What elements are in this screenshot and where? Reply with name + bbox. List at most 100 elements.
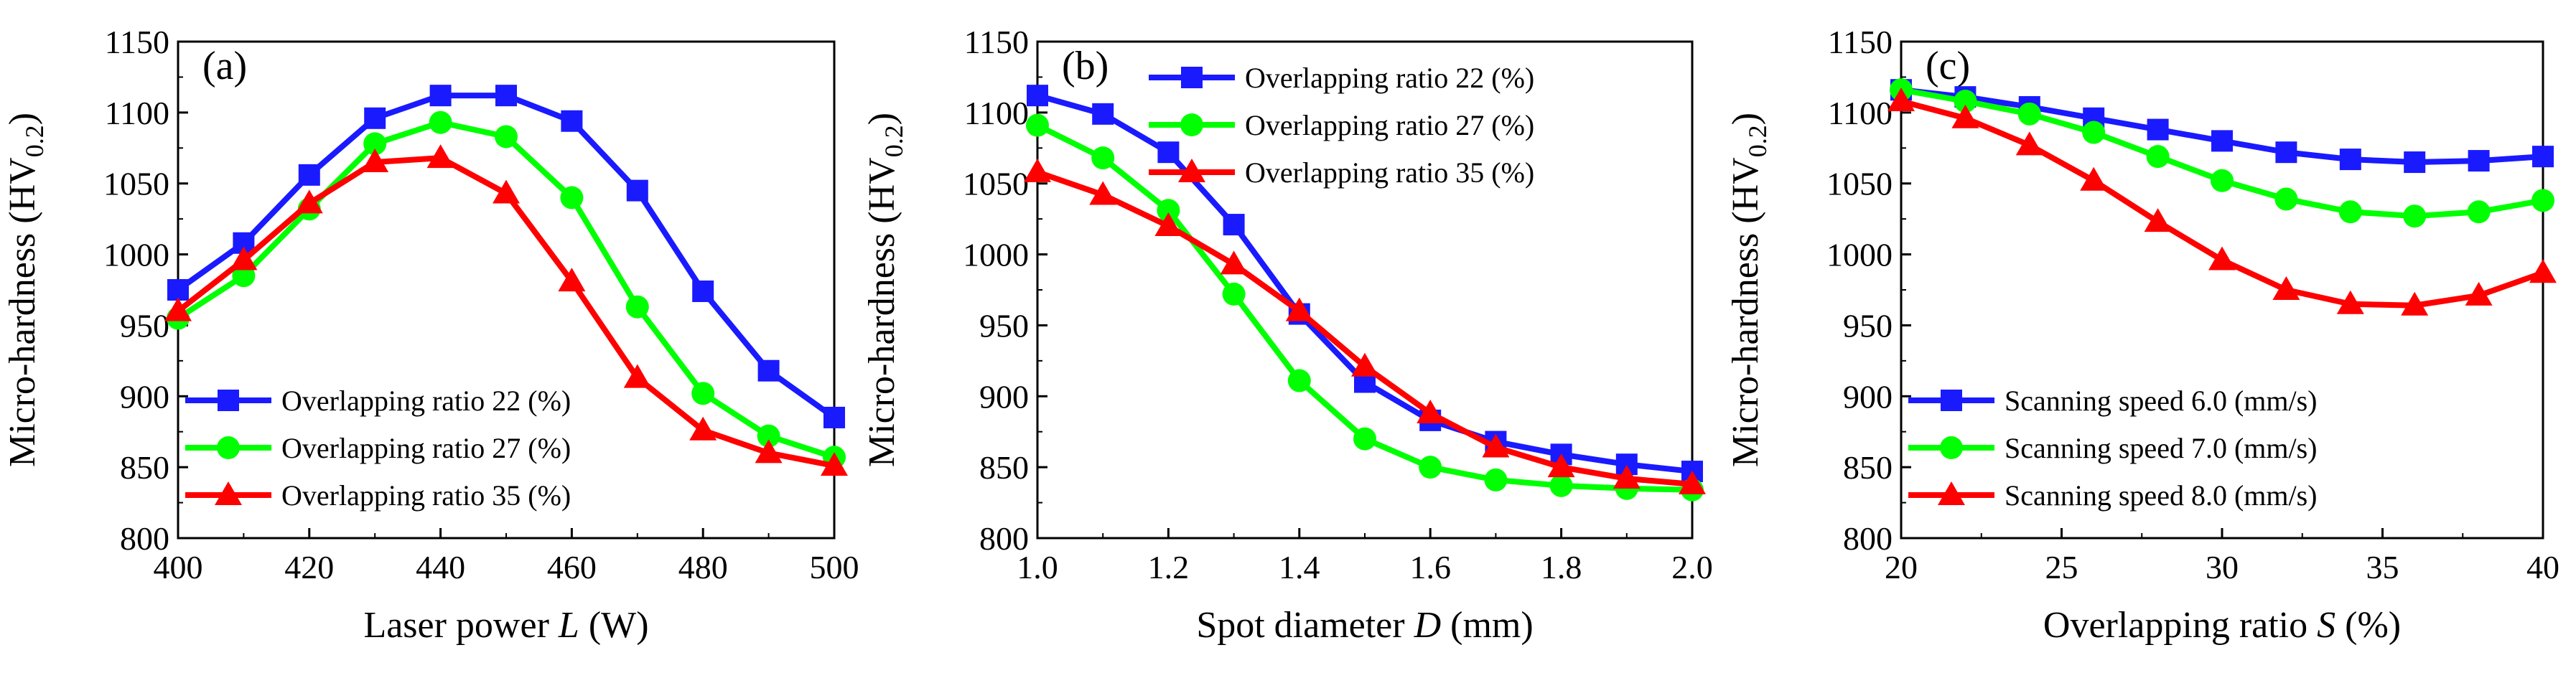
x-tick-label: 1.4 [1279,549,1320,585]
y-axis-title-text: Micro-hardness (HV [1725,157,1766,467]
legend-marker [1178,159,1205,182]
data-point [1887,88,1915,112]
data-point [823,406,845,428]
y-tick-label: 800 [1843,520,1893,557]
y-tick-label: 1150 [964,24,1029,60]
data-point [2080,166,2108,191]
chart-panel-a: 800 850 900 950 1000 1050 1100 1150 400 420 440 460… [2,24,859,646]
x-tick-label: 420 [284,549,334,585]
data-point [1223,214,1245,236]
x-axis-title: Overlapping ratio S (%) [2043,605,2401,646]
series-triangle [1024,158,1706,494]
data-point [1482,433,1510,458]
x-axis-title-text: Laser power [363,605,558,646]
x-tick-label: 35 [2366,549,2399,585]
data-point [2211,130,2233,152]
y-tick-label: 800 [979,520,1029,557]
data-point [625,295,649,319]
data-point [2146,145,2170,169]
data-point [1613,464,1641,489]
x-tick-label: 1.6 [1409,549,1451,585]
data-point [2015,131,2043,156]
x-axis-title-text: Overlapping ratio [2043,605,2317,646]
legend-label: Overlapping ratio 27 (%) [1245,109,1534,141]
data-point [558,268,586,292]
chart-panel-c: 800 850 900 950 1000 1050 1100 1150 20 25 30 35 40 Ov… [1725,24,2559,646]
data-point [2465,281,2493,306]
data-point [1092,103,1114,125]
data-point [757,359,780,382]
legend: Overlapping ratio 22 (%) Overlapping rati… [1149,62,1534,189]
y-tick-label: 950 [979,307,1029,344]
data-point [2403,204,2427,228]
legend-label: Scanning speed 7.0 (mm/s) [2005,432,2318,464]
data-point [2529,259,2557,283]
y-axis-title-close: ) [1725,113,1766,125]
data-point [1089,181,1117,205]
x-axis-title-variable: D [1414,605,1442,646]
panel-label: (b) [1062,44,1109,88]
data-point [560,186,584,210]
data-point [1547,453,1575,478]
legend-marker [1941,390,1962,411]
series-line [1036,93,1693,475]
data-point [2338,200,2362,224]
y-tick-label: 900 [120,378,169,415]
x-axis-title-unit: (mm) [1441,605,1534,646]
data-point [1285,297,1313,321]
y-axis-title: Micro-hardness (HV0.2) [2,113,49,467]
y-tick-label: 1000 [103,237,169,273]
legend-label: Scanning speed 8.0 (mm/s) [2005,479,2318,512]
data-point [1091,146,1115,170]
y-tick-label: 1150 [1828,24,1893,60]
data-point [2017,102,2041,126]
data-point [2274,187,2298,211]
legend: Scanning speed 6.0 (mm/s) Scanning speed … [1908,385,2318,512]
y-tick-label: 1100 [964,95,1029,131]
data-point [1351,352,1378,377]
y-tick-label: 850 [1843,449,1893,486]
y-axis-title-subscript: 0.2 [1743,125,1772,157]
legend-label: Scanning speed 6.0 (mm/s) [2005,385,2318,417]
legend-marker [1940,436,1963,459]
chart-panel-b: 800 850 900 950 1000 1050 1100 1150 1.0 1.2 1.4 1.6… [862,24,1713,646]
data-point [493,179,520,204]
x-axis-title: Spot diameter D (mm) [1196,605,1533,646]
data-point [1024,158,1051,182]
data-point [361,149,389,173]
data-point [1157,141,1180,164]
data-point [495,125,518,149]
data-point [689,416,717,441]
panel-label: (a) [202,44,247,88]
data-point [2272,276,2300,300]
x-axis-title: Laser power L (W) [363,605,648,646]
data-point [755,439,783,463]
data-point [821,452,848,476]
data-point [1222,282,1246,306]
data-point [691,382,715,405]
x-tick-label: 1.8 [1541,549,1582,585]
legend-label: Overlapping ratio 27 (%) [281,432,571,464]
data-point [2531,189,2554,212]
y-axis-title-subscript: 0.2 [20,125,49,157]
y-axis-title-subscript: 0.2 [879,125,908,157]
x-tick-label: 40 [2526,549,2559,585]
data-point [1154,212,1182,237]
series-triangle [164,144,848,476]
data-point [2401,291,2429,316]
data-point [2532,146,2554,168]
x-tick-label: 1.2 [1148,549,1190,585]
legend-label: Overlapping ratio 22 (%) [1245,62,1534,94]
legend-marker [217,436,240,459]
data-point [495,85,517,107]
x-tick-label: 20 [1885,549,1918,585]
data-point [1026,113,1049,137]
x-tick-label: 480 [678,549,728,585]
legend-marker [1180,113,1203,136]
series-triangle [1887,88,2557,316]
y-tick-label: 1100 [105,95,169,131]
data-point [2211,169,2234,192]
data-point [164,297,192,321]
y-tick-label: 1050 [103,166,169,202]
